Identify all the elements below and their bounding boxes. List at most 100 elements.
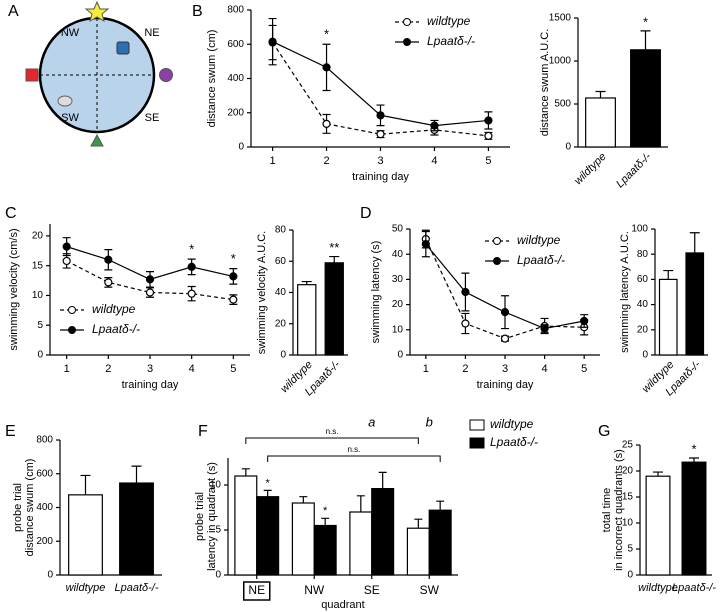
cue-circle [159, 68, 173, 82]
y-tick-label: 40 [637, 299, 649, 310]
bar [297, 284, 317, 356]
legend-marker [403, 38, 411, 46]
marker [421, 240, 430, 249]
y-tick-label: 200 [227, 107, 244, 118]
platform [116, 41, 130, 55]
y-axis-label: distance swum (cm) [24, 459, 36, 557]
x-tick-label: wildtype [66, 582, 106, 594]
bracket-label: n.s. [326, 427, 339, 436]
marker [322, 63, 331, 72]
cue-star [84, 0, 110, 23]
y-tick-label: 0 [565, 142, 571, 153]
error-bar [653, 471, 663, 477]
y-tick-label: 0 [280, 350, 286, 361]
error-bar [131, 465, 142, 484]
x-tick-label: 2 [462, 363, 468, 375]
bar [371, 488, 395, 576]
panel-letter: A [8, 3, 19, 20]
x-tick-label: 2 [323, 155, 329, 167]
x-axis-label: training day [122, 379, 179, 391]
group-label: b [426, 414, 433, 429]
y-axis-label: latency in quadrant (s) [206, 462, 218, 571]
bar [119, 482, 154, 576]
error-bar [241, 468, 250, 476]
error-bar [263, 489, 272, 497]
y-axis-label: in incorrect quadrants (s) [613, 449, 625, 571]
y-tick-label: 500 [554, 99, 571, 110]
legend-marker [493, 257, 501, 265]
y-tick-label: 600 [227, 39, 244, 50]
cue-triangle [90, 133, 104, 147]
y-tick-label: 80 [275, 225, 287, 236]
marker [104, 255, 113, 264]
marker [376, 130, 385, 139]
y-tick-label: 10 [210, 480, 222, 491]
legend-marker [493, 237, 501, 245]
error-bar [414, 518, 423, 529]
y-tick-label: 20 [637, 324, 649, 335]
x-axis-label: quadrant [321, 599, 364, 611]
y-tick-label: 10 [622, 518, 634, 529]
legend-marker [68, 326, 76, 334]
marker [322, 119, 331, 128]
y-axis-label: swimming latency (s) [370, 241, 382, 344]
significance-mark: * [691, 441, 696, 456]
group-label: a [368, 414, 375, 429]
y-tick-label: 5 [627, 544, 633, 555]
y-tick-label: 10 [32, 290, 44, 301]
series-line [66, 260, 234, 301]
bracket-label: n.s. [347, 445, 360, 454]
cue-square [25, 68, 39, 82]
legend-label: wildtype [490, 417, 534, 431]
error-bar [301, 280, 312, 285]
x-tick-label: 3 [502, 363, 508, 375]
marker [145, 275, 155, 284]
marker [461, 287, 470, 297]
x-tick-label: 5 [485, 155, 491, 167]
x-tick-label: 3 [147, 363, 153, 375]
x-tick-label: 2 [105, 363, 111, 375]
y-axis-label: swimming velocity A.U.C. [256, 231, 268, 354]
error-bar [595, 90, 606, 98]
significance-mark: * [189, 242, 194, 257]
y-tick-label: 5 [215, 525, 221, 536]
x-tick-label: Lpaatδ-/- [114, 582, 158, 594]
error-bar [299, 496, 308, 503]
x-tick-label: 5 [230, 363, 236, 375]
y-tick-label: 1000 [549, 56, 572, 67]
x-tick-label: 5 [581, 363, 587, 375]
bar [658, 278, 678, 356]
error-bar [80, 474, 91, 495]
y-tick-label: 10 [392, 324, 404, 335]
significance-mark: * [323, 505, 328, 517]
error-bar [436, 500, 445, 511]
bar [291, 502, 315, 576]
error-bar [378, 471, 387, 489]
category-box [243, 581, 271, 601]
x-tick-label: 4 [431, 155, 437, 167]
y-tick-label: 20 [32, 231, 44, 242]
y-axis-label: distance swum A.U.C. [539, 29, 551, 137]
y-tick-label: 60 [275, 256, 287, 267]
y-axis-label: swimming velocity (cm/s) [8, 228, 20, 350]
legend-label: Lpaatδ-/- [490, 435, 538, 449]
error-bar [663, 269, 674, 280]
panel-letter: D [360, 205, 372, 222]
x-axis-label: training day [477, 379, 534, 391]
x-tick-label: wildtype [572, 151, 609, 188]
x-tick-label: wildtype [638, 582, 678, 594]
marker [580, 316, 589, 326]
panel-letter: B [192, 3, 203, 20]
marker [500, 308, 510, 317]
y-tick-label: 15 [32, 260, 44, 271]
y-tick-label: 400 [36, 502, 53, 513]
legend-swatch [469, 437, 485, 449]
significance-mark: * [324, 27, 329, 42]
y-tick-label: 20 [392, 299, 404, 310]
y-tick-label: 800 [227, 5, 244, 16]
significance-mark: * [266, 477, 271, 489]
marker [268, 37, 277, 46]
error-bar [321, 517, 330, 526]
marker [484, 116, 493, 125]
bar [630, 49, 661, 148]
